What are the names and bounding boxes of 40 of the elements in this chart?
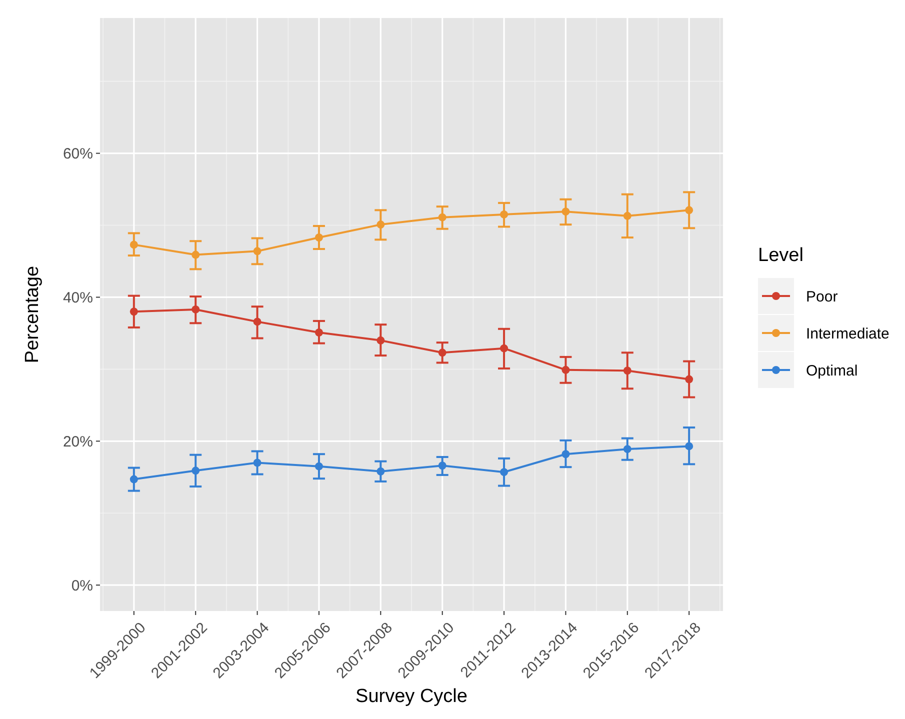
legend-title: Level (758, 245, 804, 266)
point (562, 208, 570, 216)
point (314, 328, 323, 336)
legend-label: Poor (806, 288, 838, 306)
point (623, 212, 632, 220)
y-tick-label: 20% (62, 433, 93, 450)
x-axis-title: Survey Cycle (356, 686, 468, 707)
point (192, 466, 200, 475)
point (192, 305, 200, 314)
point (623, 445, 632, 454)
legend-label: Intermediate (806, 325, 890, 342)
point (623, 366, 632, 375)
point (500, 344, 508, 352)
point (376, 467, 385, 476)
point (685, 442, 694, 450)
legend-label: Optimal (806, 362, 858, 380)
point (500, 210, 508, 218)
point (500, 468, 508, 476)
point (685, 206, 694, 214)
y-tick-label: 40% (62, 289, 93, 306)
point (438, 348, 446, 357)
point (438, 213, 446, 222)
point (130, 475, 138, 484)
point (314, 233, 323, 242)
point (130, 240, 138, 249)
y-tick-label: 60% (62, 146, 93, 163)
point (438, 462, 446, 470)
point (253, 247, 262, 256)
y-axis-title: Percentage (22, 266, 43, 364)
y-tick-label: 0% (71, 577, 93, 594)
point (130, 308, 138, 316)
point (253, 318, 262, 326)
point (253, 458, 262, 467)
point (376, 220, 385, 229)
point (562, 366, 570, 374)
point (314, 462, 323, 470)
point (192, 250, 200, 259)
point (562, 450, 570, 458)
point (685, 375, 694, 384)
point (376, 336, 385, 344)
